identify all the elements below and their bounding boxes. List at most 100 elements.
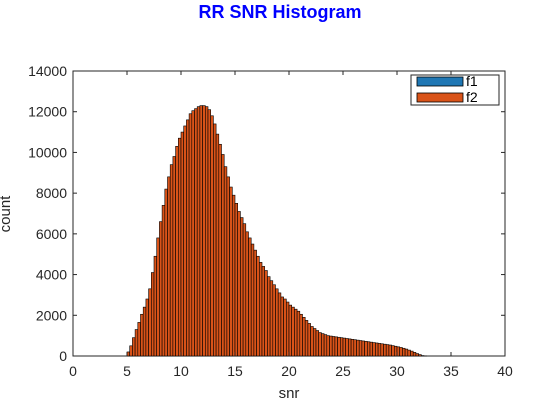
histogram-bar <box>380 343 384 357</box>
histogram-bar <box>418 354 422 357</box>
histogram-bar <box>366 341 371 357</box>
legend-label-f2: f2 <box>466 89 478 105</box>
histogram-bar <box>183 125 187 357</box>
histogram-bar <box>221 154 225 357</box>
histogram-bar <box>191 110 195 357</box>
histogram-bar <box>269 280 274 357</box>
histogram-bar <box>304 320 309 357</box>
histogram-bar <box>132 337 136 357</box>
y-tick-label: 4000 <box>36 267 67 283</box>
legend: f1 f2 <box>410 73 500 106</box>
histogram-bar <box>358 340 363 357</box>
histogram-bar <box>156 237 160 357</box>
histogram-bar <box>129 345 133 357</box>
histogram-bar <box>145 298 149 357</box>
histogram-bar <box>180 131 185 357</box>
histogram-bar <box>153 255 158 357</box>
histogram-bar <box>307 323 311 357</box>
histogram-bar <box>167 176 171 357</box>
histogram-bar <box>402 347 406 357</box>
histogram-bar <box>323 334 328 357</box>
histogram-bar <box>213 123 217 357</box>
y-tick-label: 12000 <box>28 104 67 120</box>
histogram-bar <box>410 350 414 357</box>
histogram-bar <box>288 304 293 357</box>
x-tick-label: 30 <box>389 363 405 379</box>
histogram-bar <box>172 156 176 357</box>
histogram-bar <box>207 109 212 357</box>
x-tick-label: 25 <box>335 363 351 379</box>
histogram-bar <box>407 349 411 357</box>
histogram-bar <box>256 255 260 357</box>
histogram-bar <box>142 306 147 357</box>
histogram-bar <box>377 343 382 357</box>
histogram-bar <box>412 352 417 357</box>
histogram-bar <box>404 348 409 357</box>
histogram-bar <box>218 143 222 357</box>
x-tick-label: 40 <box>497 363 513 379</box>
histogram-bar <box>299 313 303 357</box>
histogram-bar <box>140 313 144 357</box>
histogram-bar <box>194 108 198 357</box>
histogram-bar <box>229 186 233 357</box>
histogram-bar <box>148 288 152 357</box>
histogram-bar <box>353 339 357 357</box>
histogram-bar <box>364 341 368 357</box>
histogram-bar <box>253 249 257 357</box>
histogram-bar <box>250 243 255 357</box>
histogram-bar <box>361 340 365 357</box>
y-axis-label: count <box>0 195 14 233</box>
x-tick-label: 5 <box>123 363 131 379</box>
histogram-bar <box>375 342 379 357</box>
y-tick-label: 0 <box>59 348 67 364</box>
histogram-bar <box>345 338 349 357</box>
x-tick-label: 20 <box>281 363 297 379</box>
histogram-bar <box>326 335 330 357</box>
histogram-bar <box>205 106 209 357</box>
histogram-bar <box>315 330 320 357</box>
y-tick-label: 6000 <box>36 226 67 242</box>
histogram-bar <box>137 322 141 357</box>
histogram-bar <box>151 272 155 357</box>
y-tick-label: 10000 <box>28 144 67 160</box>
x-tick-label: 10 <box>173 363 189 379</box>
histogram-bar <box>210 115 214 357</box>
histogram-bar <box>242 223 247 357</box>
histogram-bar <box>334 336 338 357</box>
histogram-bar <box>215 133 220 357</box>
histogram-bar <box>391 345 395 357</box>
histogram-bar <box>277 292 282 357</box>
histogram-bar <box>175 146 179 357</box>
histogram-bar <box>291 306 295 357</box>
histogram-bar <box>248 237 252 357</box>
histogram-bar <box>372 342 376 357</box>
histogram-bar <box>294 308 298 357</box>
y-tick-label: 8000 <box>36 185 67 201</box>
histogram-bar <box>331 336 336 357</box>
histogram-bar <box>267 276 271 357</box>
histogram-bar <box>285 301 290 357</box>
histogram-bar <box>385 344 390 357</box>
histogram-bar <box>261 266 266 357</box>
histogram-bar <box>280 296 284 357</box>
histogram-bar <box>240 217 244 357</box>
x-tick-label: 35 <box>443 363 459 379</box>
histogram-bar <box>329 335 333 357</box>
legend-label-f1: f1 <box>466 73 478 89</box>
legend-swatch-f2 <box>416 92 464 103</box>
histogram-bar <box>312 328 317 357</box>
histogram-bar <box>188 113 193 357</box>
legend-swatch-f1 <box>416 76 464 87</box>
histogram-bar <box>321 333 325 357</box>
histogram-bar <box>264 270 268 357</box>
x-tick-label: 15 <box>227 363 243 379</box>
histogram-bar <box>337 336 341 357</box>
histogram-bar <box>202 105 206 357</box>
histogram-bar <box>296 310 301 357</box>
axis-ticks: 0 5 10 15 20 25 30 35 40 0 2000 4000 6000 8000 10000 12… <box>28 63 513 379</box>
chart-title: RR SNR Histogram <box>198 2 361 22</box>
histogram-bar <box>302 317 306 357</box>
histogram-bar <box>245 231 249 357</box>
histogram-bar <box>318 332 322 357</box>
